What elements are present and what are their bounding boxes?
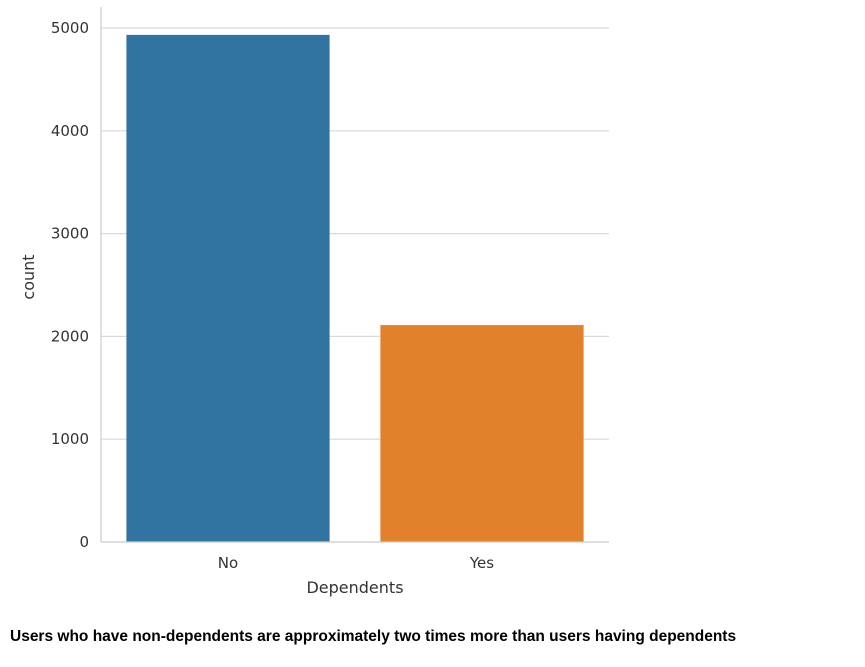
chart-caption: Users who have non-dependents are approx…	[10, 628, 737, 645]
x-axis-label: Dependents	[306, 578, 403, 597]
bar-no	[126, 34, 330, 542]
y-tick-label: 2000	[51, 327, 89, 345]
y-tick-label: 3000	[51, 225, 89, 243]
bars	[126, 34, 584, 542]
x-tick-label: No	[218, 554, 238, 572]
y-tick-label: 4000	[51, 122, 89, 140]
bar-yes	[380, 325, 584, 542]
bar-chart: 0 1000 2000 3000 4000 5000 No Yes Dependents c…	[19, 7, 609, 597]
x-tick-label: Yes	[469, 554, 494, 572]
y-tick-label: 5000	[51, 19, 89, 37]
y-tick-labels: 0 1000 2000 3000 4000 5000	[51, 19, 89, 551]
y-axis-label: count	[19, 254, 38, 299]
x-tick-labels: No Yes	[218, 554, 494, 572]
y-tick-label: 0	[79, 533, 89, 551]
y-tick-label: 1000	[51, 430, 89, 448]
